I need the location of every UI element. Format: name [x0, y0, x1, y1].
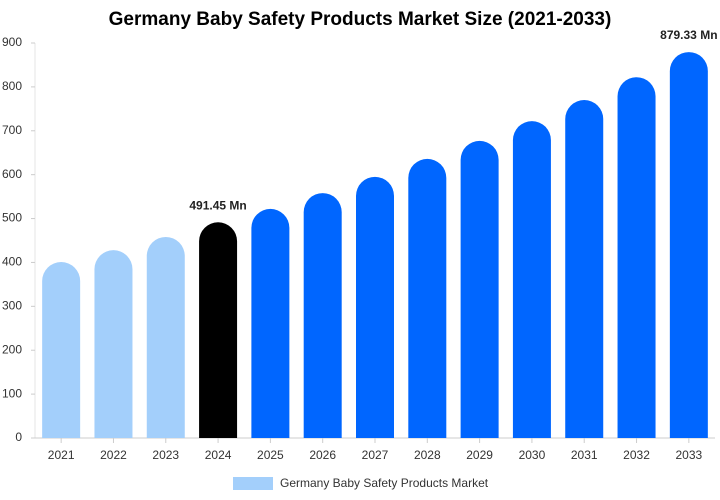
bar	[94, 250, 133, 438]
y-tick-label: 300	[2, 299, 22, 313]
x-tick-label: 2029	[466, 448, 493, 462]
y-tick-label: 500	[2, 211, 22, 225]
x-tick-label: 2033	[675, 448, 702, 462]
legend-label[interactable]: Germany Baby Safety Products Market	[280, 476, 489, 490]
bar	[251, 208, 290, 438]
x-tick-label: 2023	[152, 448, 179, 462]
bar	[356, 176, 394, 438]
y-tick-label: 600	[2, 167, 22, 181]
bar	[408, 158, 447, 438]
bar	[303, 193, 342, 438]
data-label: 879.33 Mn	[660, 28, 717, 42]
x-tick-label: 2021	[48, 448, 75, 462]
y-tick-label: 900	[2, 35, 22, 49]
bar	[42, 262, 81, 438]
x-tick-label: 2031	[571, 448, 598, 462]
y-tick-label: 400	[2, 255, 22, 269]
x-tick-label: 2030	[519, 448, 546, 462]
bar	[512, 121, 551, 439]
x-tick-label: 2025	[257, 448, 284, 462]
x-tick-label: 2032	[623, 448, 650, 462]
legend-swatch[interactable]	[233, 477, 273, 490]
y-tick-label: 200	[2, 342, 22, 356]
bar	[669, 52, 708, 438]
y-tick-label: 100	[2, 386, 22, 400]
bar	[146, 236, 185, 438]
bar	[617, 77, 656, 438]
y-tick-label: 0	[15, 430, 22, 444]
chart-title: Germany Baby Safety Products Market Size…	[109, 9, 612, 30]
bar	[199, 222, 238, 438]
data-label: 491.45 Mn	[189, 198, 246, 212]
y-tick-label: 700	[2, 123, 22, 137]
x-tick-label: 2024	[205, 448, 232, 462]
bar	[565, 100, 604, 439]
x-tick-label: 2028	[414, 448, 441, 462]
x-tick-label: 2027	[362, 448, 389, 462]
x-tick-label: 2026	[309, 448, 336, 462]
y-tick-label: 800	[2, 79, 22, 93]
bar	[460, 140, 499, 438]
x-tick-label: 2022	[100, 448, 127, 462]
